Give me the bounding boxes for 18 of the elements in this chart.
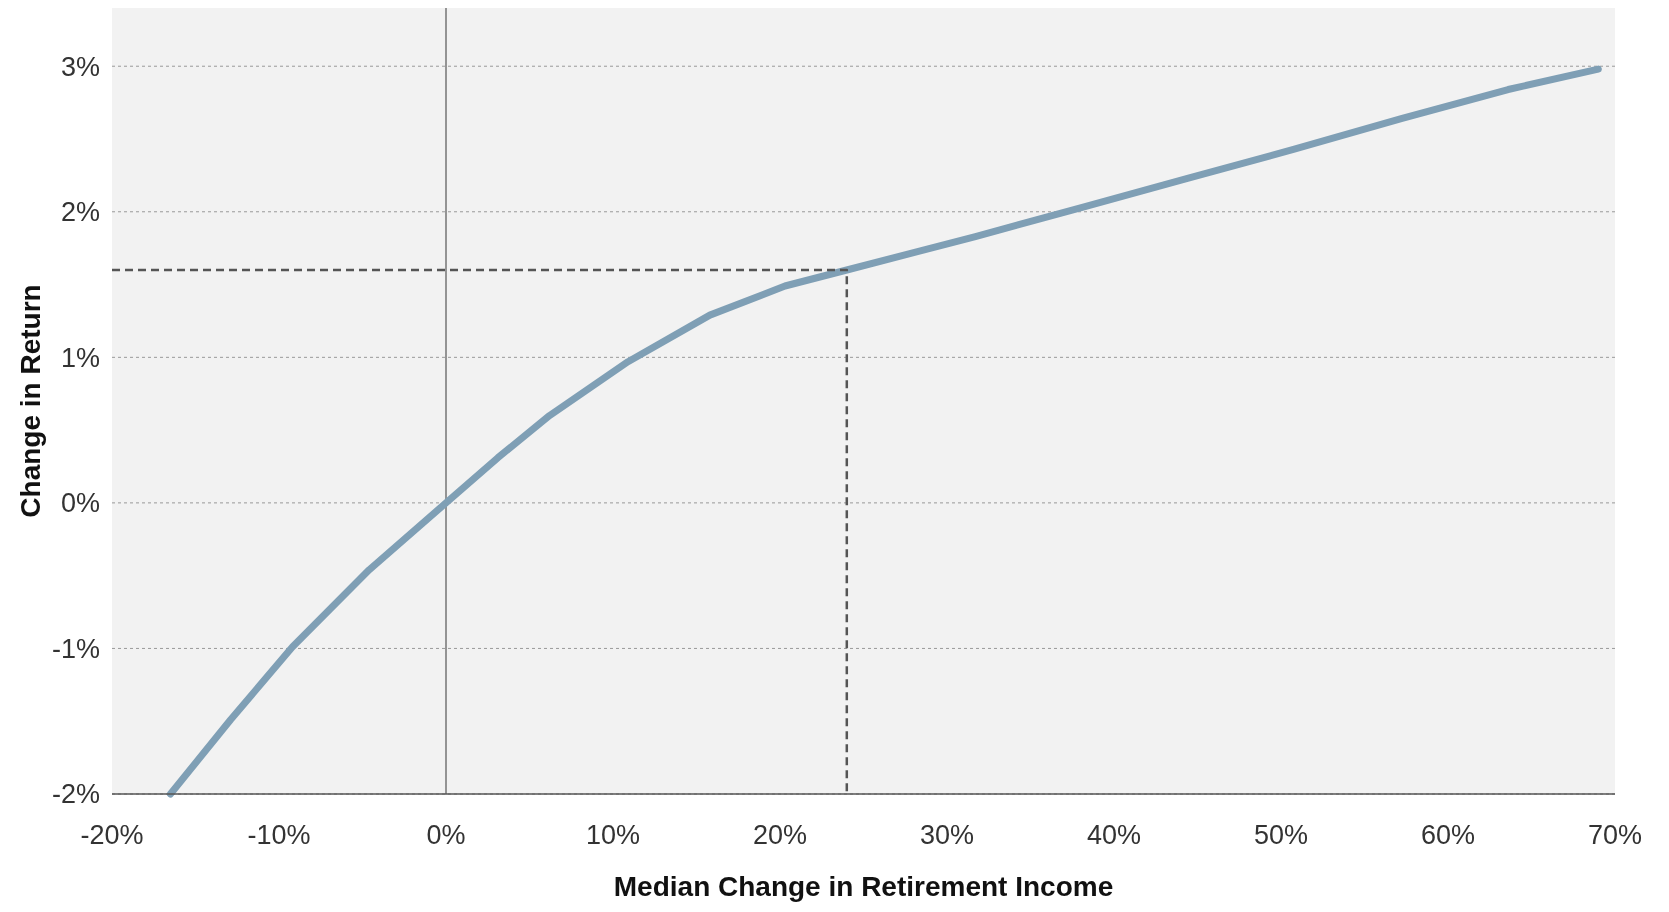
y-tick-label: -2% <box>51 779 100 810</box>
x-tick-label: 50% <box>1253 820 1309 850</box>
x-tick-label: 0% <box>426 820 466 850</box>
y-tick-label: 2% <box>60 197 100 228</box>
x-tick-label: 30% <box>919 820 975 850</box>
x-tick-label: 70% <box>1587 820 1643 850</box>
x-tick-label: 20% <box>752 820 808 850</box>
x-tick-label: -20% <box>80 820 144 850</box>
y-tick-label: 0% <box>60 488 100 519</box>
y-tick-label: 1% <box>60 342 100 373</box>
y-axis-title: Change in Return <box>15 284 46 518</box>
x-tick-label: -10% <box>247 820 311 850</box>
x-tick-label: 60% <box>1420 820 1476 850</box>
x-tick-label: 10% <box>585 820 641 850</box>
x-tick-label: 40% <box>1086 820 1142 850</box>
y-tick-label: 3% <box>60 51 100 82</box>
y-tick-label: -1% <box>51 633 100 664</box>
x-axis-title: Median Change in Retirement Income <box>613 871 1114 902</box>
